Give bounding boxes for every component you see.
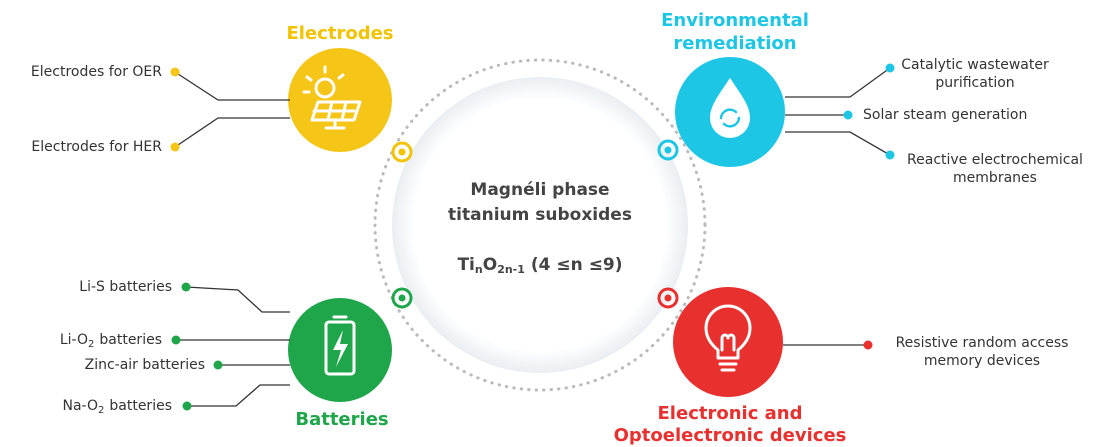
item-label: Li-S batteries (79, 279, 172, 295)
drop-icon (710, 78, 750, 138)
target (391, 141, 413, 163)
solar-icon (302, 65, 362, 130)
connector (185, 286, 290, 313)
connector (785, 67, 891, 98)
dot (843, 110, 853, 120)
connector (174, 117, 290, 148)
dot (863, 340, 873, 350)
connector (187, 384, 290, 407)
target (657, 139, 679, 161)
target (657, 287, 679, 309)
category-title: Electrodes (287, 23, 394, 44)
item-label: Li-O2 batteries (60, 332, 162, 350)
dot (170, 142, 180, 152)
center-title: Magnéli phase (470, 180, 609, 200)
connector (785, 131, 891, 156)
item-label: Zinc-air batteries (85, 357, 205, 373)
center-disc (392, 77, 688, 373)
dot (885, 150, 895, 160)
item-label: Resistive random access (896, 335, 1069, 351)
item-label: membranes (953, 170, 1037, 186)
category-circle (673, 287, 783, 397)
dot (171, 335, 181, 345)
item-label: Electrodes for OER (31, 64, 162, 80)
category-title: Batteries (295, 409, 388, 430)
battery-icon (324, 315, 356, 376)
category-title: Optoelectronic devices (614, 425, 847, 446)
item-label: purification (935, 75, 1014, 91)
dot (181, 282, 191, 292)
target (391, 287, 413, 309)
center-title: titanium suboxides (448, 205, 632, 225)
item-label: Reactive electrochemical (907, 152, 1083, 168)
item-label: Solar steam generation (863, 107, 1027, 123)
category-circle (288, 48, 392, 152)
dot (170, 67, 180, 77)
item-label: Catalytic wastewater (901, 57, 1049, 73)
item-label: Electrodes for HER (31, 139, 162, 155)
category-title: remediation (673, 33, 796, 54)
item-label: memory devices (924, 353, 1040, 369)
category-title: Environmental (661, 10, 809, 31)
dot (182, 401, 192, 411)
item-label: Na-O2 batteries (62, 398, 172, 416)
dotted-ring (373, 58, 707, 392)
bulb-icon (704, 304, 752, 372)
connector (174, 71, 290, 101)
formula: TinO2n-1 (4 ≤n ≤9) (457, 255, 622, 276)
dot (213, 360, 223, 370)
category-title: Electronic and (658, 403, 803, 424)
dot (885, 63, 895, 73)
